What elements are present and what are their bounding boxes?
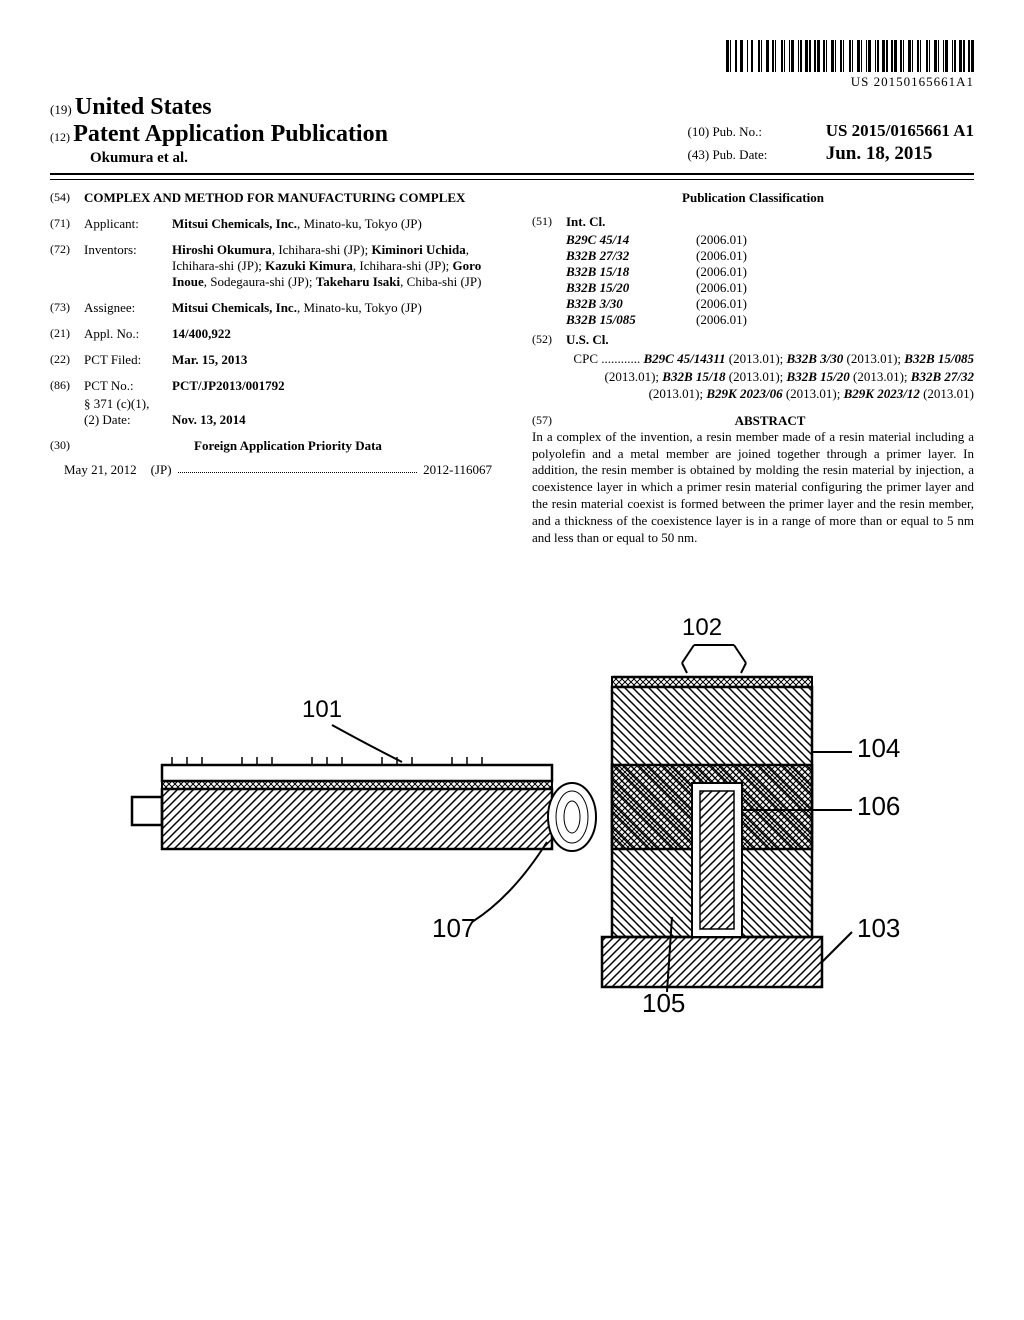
country-name: United States bbox=[75, 94, 212, 120]
header-left: (19) United States (12) Patent Applicati… bbox=[50, 94, 388, 167]
field-30: (30) Foreign Application Priority Data M… bbox=[50, 438, 492, 478]
label-pctfiled: PCT Filed: bbox=[84, 352, 172, 368]
field-72: (72) Inventors: Hiroshi Okumura, Ichihar… bbox=[50, 242, 492, 290]
applicant-name: Mitsui Chemicals, Inc. bbox=[172, 216, 297, 231]
code-86: (86) bbox=[50, 378, 84, 393]
priority-date: May 21, 2012 bbox=[64, 462, 137, 478]
fig-label-104: 104 bbox=[857, 733, 900, 763]
field-51: (51) Int. Cl. bbox=[532, 214, 974, 230]
label-intcl: Int. Cl. bbox=[566, 214, 974, 230]
pubno-label: Pub. No.: bbox=[712, 124, 822, 140]
field-86-sub2: (2) Date: Nov. 13, 2014 bbox=[50, 412, 492, 428]
intcl-code: B32B 15/20 bbox=[566, 280, 696, 296]
label-pctno: PCT No.: bbox=[84, 378, 172, 394]
publication-number: US 2015/0165661 A1 bbox=[826, 121, 974, 140]
intcl-code: B29C 45/14 bbox=[566, 232, 696, 248]
right-column: Publication Classification (51) Int. Cl.… bbox=[532, 190, 974, 547]
field-54: (54) COMPLEX AND METHOD FOR MANUFACTURIN… bbox=[50, 190, 492, 206]
code-51: (51) bbox=[532, 214, 566, 229]
field-73: (73) Assignee: Mitsui Chemicals, Inc., M… bbox=[50, 300, 492, 316]
left-column: (54) COMPLEX AND METHOD FOR MANUFACTURIN… bbox=[50, 190, 492, 547]
field-86-sub1: § 371 (c)(1), bbox=[50, 396, 492, 412]
body-columns: (54) COMPLEX AND METHOD FOR MANUFACTURIN… bbox=[50, 190, 974, 547]
code-22: (22) bbox=[50, 352, 84, 367]
fig-label-106: 106 bbox=[857, 791, 900, 821]
inventors-value: Hiroshi Okumura, Ichihara-shi (JP); Kimi… bbox=[172, 242, 492, 290]
publication-date: Jun. 18, 2015 bbox=[826, 143, 933, 164]
field-86: (86) PCT No.: PCT/JP2013/001792 bbox=[50, 378, 492, 394]
classification-heading: Publication Classification bbox=[532, 190, 974, 206]
fig-label-103: 103 bbox=[857, 913, 900, 943]
priority-appno: 2012-116067 bbox=[423, 462, 492, 478]
dotfill bbox=[178, 462, 418, 473]
intcl-year: (2006.01) bbox=[696, 280, 747, 296]
code-30: (30) bbox=[50, 438, 84, 454]
intcl-year: (2006.01) bbox=[696, 264, 747, 280]
barcode-bars bbox=[726, 40, 974, 72]
authors-header: Okumura et al. bbox=[90, 150, 388, 167]
barcode-area: US 20150165661A1 bbox=[50, 40, 974, 90]
priority-country: (JP) bbox=[151, 462, 172, 478]
document-type: Patent Application Publication bbox=[73, 121, 388, 147]
field-21: (21) Appl. No.: 14/400,922 bbox=[50, 326, 492, 342]
patent-figure: 102 101 bbox=[112, 607, 912, 1017]
label-applicant: Applicant: bbox=[84, 216, 172, 232]
sub1-label: § 371 (c)(1), bbox=[84, 396, 492, 412]
label-uscl: U.S. Cl. bbox=[566, 332, 974, 348]
figure-area: 102 101 bbox=[50, 607, 974, 1021]
code-52: (52) bbox=[532, 332, 566, 347]
field-57: (57) ABSTRACT bbox=[532, 413, 974, 429]
abstract-heading: ABSTRACT bbox=[566, 413, 974, 429]
intcl-year: (2006.01) bbox=[696, 312, 747, 328]
assignee-value: Mitsui Chemicals, Inc., Minato-ku, Tokyo… bbox=[172, 300, 492, 316]
rule-thin bbox=[50, 179, 974, 180]
rule-top bbox=[50, 173, 974, 175]
label-assignee: Assignee: bbox=[84, 300, 172, 316]
code-54: (54) bbox=[50, 190, 84, 205]
code-72: (72) bbox=[50, 242, 84, 257]
field-code-12: (12) bbox=[50, 130, 70, 144]
sub2-label: (2) Date: bbox=[84, 412, 172, 428]
code-71: (71) bbox=[50, 216, 84, 231]
cpc-lead: CPC ............ bbox=[573, 351, 640, 366]
intcl-year: (2006.01) bbox=[696, 296, 747, 312]
field-code-19: (19) bbox=[50, 102, 72, 117]
pctno-value: PCT/JP2013/001792 bbox=[172, 378, 492, 394]
barcode: US 20150165661A1 bbox=[726, 40, 974, 90]
intcl-code: B32B 3/30 bbox=[566, 296, 696, 312]
intcl-year: (2006.01) bbox=[696, 232, 747, 248]
intcl-code: B32B 27/32 bbox=[566, 248, 696, 264]
pubdate-label: Pub. Date: bbox=[712, 147, 822, 163]
field-52: (52) U.S. Cl. bbox=[532, 332, 974, 348]
header-right: (10) Pub. No.: US 2015/0165661 A1 (43) P… bbox=[688, 121, 974, 167]
sub2-value: Nov. 13, 2014 bbox=[172, 412, 492, 428]
code-21: (21) bbox=[50, 326, 84, 341]
cpc-block: CPC ............ B29C 45/14311 (2013.01)… bbox=[566, 350, 974, 403]
code-57: (57) bbox=[532, 413, 566, 429]
label-applno: Appl. No.: bbox=[84, 326, 172, 342]
document-header: (19) United States (12) Patent Applicati… bbox=[50, 94, 974, 167]
intcl-list: B29C 45/14(2006.01) B32B 27/32(2006.01) … bbox=[566, 232, 974, 328]
barcode-text: US 20150165661A1 bbox=[726, 74, 974, 90]
intcl-code: B32B 15/085 bbox=[566, 312, 696, 328]
intcl-year: (2006.01) bbox=[696, 248, 747, 264]
fig-label-107: 107 bbox=[432, 913, 475, 943]
field-22: (22) PCT Filed: Mar. 15, 2013 bbox=[50, 352, 492, 368]
field-code-43: (43) bbox=[688, 147, 710, 162]
fig-label-102: 102 bbox=[682, 614, 722, 641]
field-71: (71) Applicant: Mitsui Chemicals, Inc., … bbox=[50, 216, 492, 232]
priority-row: May 21, 2012 (JP) 2012-116067 bbox=[64, 462, 492, 478]
applno-value: 14/400,922 bbox=[172, 326, 492, 342]
label-inventors: Inventors: bbox=[84, 242, 172, 258]
priority-heading: Foreign Application Priority Data bbox=[84, 438, 492, 454]
title-text: COMPLEX AND METHOD FOR MANUFACTURING COM… bbox=[84, 190, 492, 206]
field-code-10: (10) bbox=[688, 124, 710, 139]
intcl-code: B32B 15/18 bbox=[566, 264, 696, 280]
abstract-text: In a complex of the invention, a resin m… bbox=[532, 429, 974, 547]
pctfiled-value: Mar. 15, 2013 bbox=[172, 352, 492, 368]
code-73: (73) bbox=[50, 300, 84, 315]
fig-label-105: 105 bbox=[642, 988, 685, 1017]
fig-label-101: 101 bbox=[302, 696, 342, 723]
